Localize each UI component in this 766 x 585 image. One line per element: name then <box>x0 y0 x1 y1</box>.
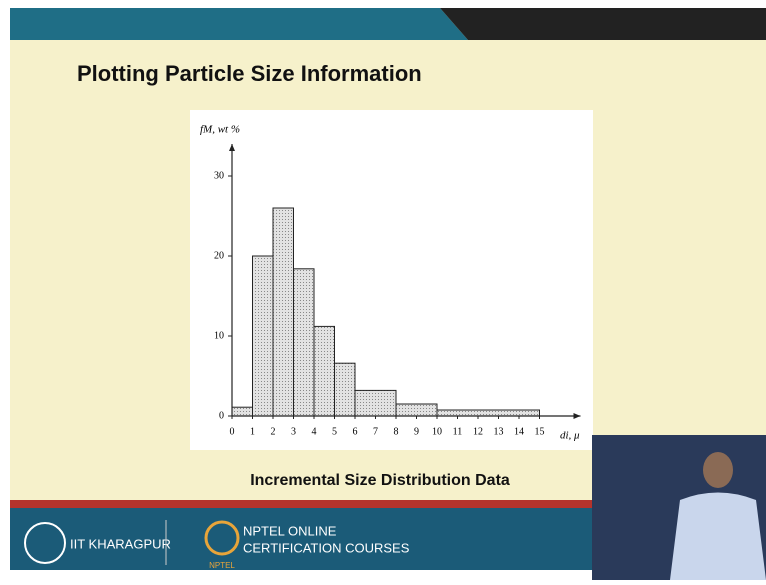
x-tick-label: 9 <box>414 426 419 437</box>
x-tick-label: 5 <box>332 426 337 437</box>
bar <box>253 256 274 416</box>
slide: Plotting Particle Size Information Incre… <box>0 0 766 580</box>
x-tick-label: 13 <box>494 426 504 437</box>
y-axis-label: fM, wt % <box>200 124 240 136</box>
caption: Incremental Size Distribution Data <box>250 472 510 489</box>
header-band <box>10 8 468 40</box>
presenter-head <box>703 452 733 488</box>
x-tick-label: 7 <box>373 426 378 437</box>
bar <box>396 404 437 416</box>
bar <box>294 269 315 416</box>
y-tick-label: 0 <box>219 410 224 421</box>
nptel-logo-text: NPTEL <box>209 561 235 570</box>
x-tick-label: 14 <box>514 426 524 437</box>
x-tick-label: 1 <box>250 426 255 437</box>
x-tick-label: 2 <box>271 426 276 437</box>
bar <box>437 410 540 416</box>
x-tick-label: 8 <box>394 426 399 437</box>
header-band-dark <box>440 8 766 40</box>
bar <box>232 407 253 416</box>
x-tick-label: 4 <box>312 426 317 437</box>
presenter-body <box>670 493 766 581</box>
y-tick-label: 10 <box>214 330 224 341</box>
x-tick-label: 6 <box>353 426 358 437</box>
bar <box>273 208 294 416</box>
bar <box>355 390 396 416</box>
program-line: CERTIFICATION COURSES <box>243 540 410 555</box>
bar <box>314 326 335 416</box>
institute-name: IIT KHARAGPUR <box>70 536 171 551</box>
slide-title: Plotting Particle Size Information <box>77 61 422 86</box>
y-tick-label: 20 <box>214 250 224 261</box>
y-tick-label: 30 <box>214 170 224 181</box>
x-tick-label: 12 <box>473 426 483 437</box>
x-tick-label: 0 <box>230 426 235 437</box>
x-tick-label: 11 <box>453 426 463 437</box>
x-axis-label: di, μ <box>560 430 580 442</box>
program-line: NPTEL ONLINE <box>243 523 337 538</box>
x-tick-label: 3 <box>291 426 296 437</box>
x-tick-label: 10 <box>432 426 442 437</box>
x-tick-label: 15 <box>535 426 545 437</box>
bar <box>335 363 356 416</box>
screen: Plotting Particle Size Information Incre… <box>0 0 766 580</box>
